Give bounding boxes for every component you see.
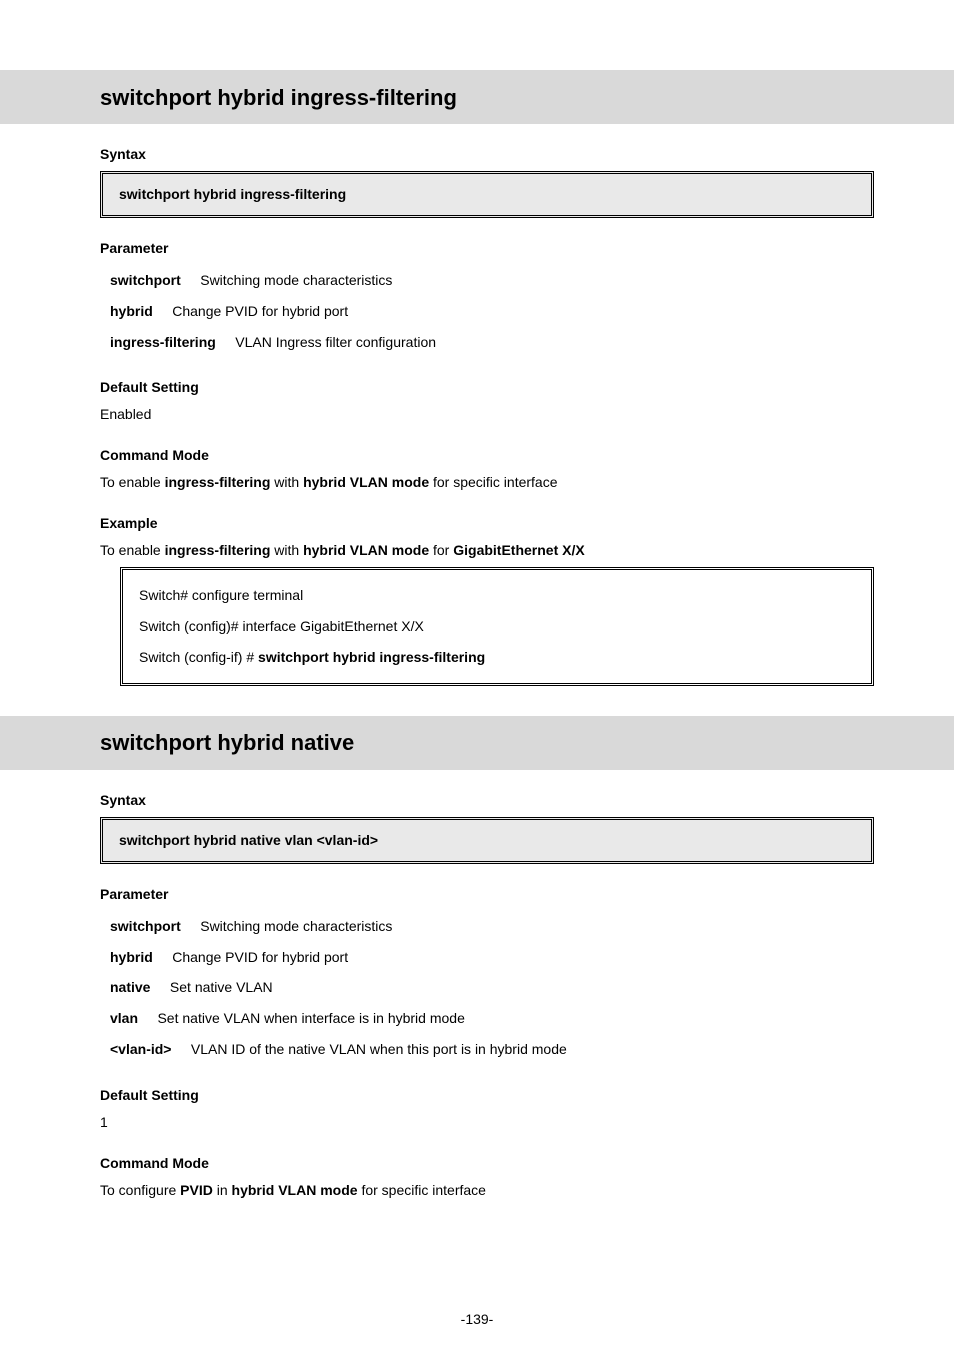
- param-row: switchport Switching mode characteristic…: [110, 265, 874, 296]
- example-line: Switch (config-if) # switchport hybrid i…: [139, 642, 855, 673]
- param-desc: Switching mode characteristics: [200, 918, 392, 934]
- section-header-native: switchport hybrid native: [0, 716, 954, 770]
- example-prefix: Switch (config-if) #: [139, 649, 258, 665]
- text-kw: hybrid VLAN mode: [303, 542, 429, 558]
- syntax-box: switchport hybrid ingress-filtering: [100, 171, 874, 218]
- param-row: native Set native VLAN: [110, 972, 874, 1003]
- param-desc: Change PVID for hybrid port: [172, 303, 348, 319]
- section-title: switchport hybrid native: [100, 726, 354, 759]
- text-kw: PVID: [180, 1182, 213, 1198]
- param-row: hybrid Change PVID for hybrid port: [110, 296, 874, 327]
- example-sentence: To enable ingress-filtering with hybrid …: [100, 540, 874, 561]
- example-line: Switch (config)# interface GigabitEthern…: [139, 611, 855, 642]
- text-part: To enable: [100, 474, 165, 490]
- syntax-label: Syntax: [100, 144, 874, 165]
- text-kw: hybrid VLAN mode: [303, 474, 429, 490]
- syntax-text: switchport hybrid ingress-filtering: [119, 186, 346, 202]
- default-label: Default Setting: [100, 377, 874, 398]
- param-key: switchport: [110, 918, 181, 934]
- parameter-label: Parameter: [100, 884, 874, 905]
- parameter-label: Parameter: [100, 238, 874, 259]
- section-title: switchport hybrid ingress-filtering: [100, 81, 457, 114]
- param-desc: Change PVID for hybrid port: [172, 949, 348, 965]
- param-desc: VLAN Ingress filter configuration: [235, 334, 436, 350]
- example-box: Switch# configure terminal Switch (confi…: [120, 567, 874, 685]
- page-number: -139-: [0, 1309, 954, 1330]
- example-line: Switch# configure terminal: [139, 580, 855, 611]
- example-label: Example: [100, 513, 874, 534]
- param-row: vlan Set native VLAN when interface is i…: [110, 1003, 874, 1034]
- param-key: hybrid: [110, 303, 153, 319]
- section-header-ingress: switchport hybrid ingress-filtering: [0, 70, 954, 124]
- param-row: ingress-filtering VLAN Ingress filter co…: [110, 327, 874, 358]
- default-value: 1: [100, 1112, 874, 1133]
- parameter-list: switchport Switching mode characteristic…: [100, 911, 874, 1065]
- text-part: To configure: [100, 1182, 180, 1198]
- text-kw: GigabitEthernet X/X: [453, 542, 584, 558]
- text-part: for: [429, 542, 453, 558]
- param-key: vlan: [110, 1010, 138, 1026]
- text-part: for specific interface: [429, 474, 557, 490]
- default-value: Enabled: [100, 404, 874, 425]
- param-key: switchport: [110, 272, 181, 288]
- text-kw: ingress-filtering: [165, 474, 271, 490]
- command-mode-text: To enable ingress-filtering with hybrid …: [100, 472, 874, 493]
- text-kw: hybrid VLAN mode: [232, 1182, 358, 1198]
- syntax-box: switchport hybrid native vlan <vlan-id>: [100, 817, 874, 864]
- parameter-list: switchport Switching mode characteristic…: [100, 265, 874, 357]
- param-desc: VLAN ID of the native VLAN when this por…: [191, 1041, 567, 1057]
- text-part: with: [270, 542, 303, 558]
- param-key: native: [110, 979, 150, 995]
- param-row: hybrid Change PVID for hybrid port: [110, 942, 874, 973]
- param-row: <vlan-id> VLAN ID of the native VLAN whe…: [110, 1034, 874, 1065]
- command-mode-text: To configure PVID in hybrid VLAN mode fo…: [100, 1180, 874, 1201]
- param-desc: Set native VLAN: [170, 979, 273, 995]
- default-label: Default Setting: [100, 1085, 874, 1106]
- example-cmd: switchport hybrid ingress-filtering: [258, 649, 485, 665]
- param-row: switchport Switching mode characteristic…: [110, 911, 874, 942]
- text-part: for specific interface: [358, 1182, 486, 1198]
- param-desc: Switching mode characteristics: [200, 272, 392, 288]
- param-key: hybrid: [110, 949, 153, 965]
- param-key: ingress-filtering: [110, 334, 216, 350]
- text-part: with: [270, 474, 303, 490]
- param-desc: Set native VLAN when interface is in hyb…: [157, 1010, 464, 1026]
- command-mode-label: Command Mode: [100, 445, 874, 466]
- command-mode-label: Command Mode: [100, 1153, 874, 1174]
- syntax-label: Syntax: [100, 790, 874, 811]
- text-kw: ingress-filtering: [165, 542, 271, 558]
- syntax-text: switchport hybrid native vlan <vlan-id>: [119, 832, 378, 848]
- page-container: switchport hybrid ingress-filtering Synt…: [0, 0, 954, 1350]
- text-part: To enable: [100, 542, 165, 558]
- text-part: in: [213, 1182, 232, 1198]
- param-key: <vlan-id>: [110, 1041, 171, 1057]
